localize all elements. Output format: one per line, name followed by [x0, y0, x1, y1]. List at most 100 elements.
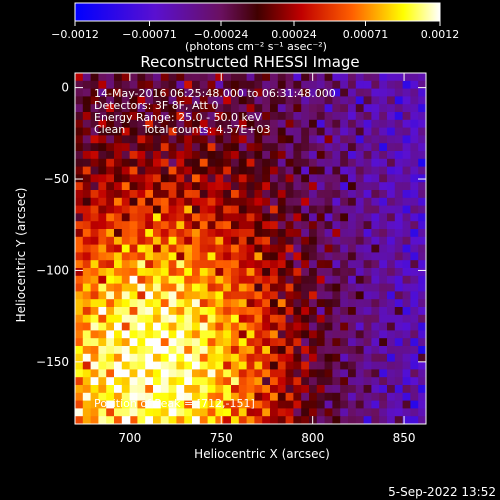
heatmap-cell — [285, 174, 294, 183]
heatmap-cell — [192, 338, 201, 347]
heatmap-cell — [75, 151, 84, 160]
heatmap-cell — [394, 322, 403, 331]
heatmap-cell — [199, 236, 208, 245]
heatmap-cell — [309, 104, 318, 113]
heatmap-cell — [192, 260, 201, 269]
heatmap-cell — [387, 96, 396, 105]
heatmap-cell — [277, 392, 286, 401]
heatmap-cell — [106, 190, 115, 199]
heatmap-cell — [98, 244, 107, 253]
heatmap-cell — [355, 197, 364, 206]
heatmap-cell — [137, 221, 146, 230]
heatmap-cell — [340, 307, 349, 316]
heatmap-cell — [285, 73, 294, 82]
heatmap-cell — [90, 182, 99, 191]
heatmap-cell — [137, 416, 146, 424]
heatmap-cell — [231, 330, 240, 339]
heatmap-cell — [270, 182, 279, 191]
heatmap-cell — [348, 88, 357, 97]
heatmap-cell — [270, 135, 279, 144]
heatmap-cell — [316, 314, 325, 323]
heatmap-cell — [301, 236, 310, 245]
heatmap-cell — [277, 268, 286, 277]
heatmap-cell — [137, 392, 146, 401]
heatmap-cell — [160, 73, 169, 82]
heatmap-cell — [184, 252, 193, 261]
heatmap-cell — [332, 221, 341, 230]
heatmap-cell — [121, 229, 130, 238]
heatmap-cell — [371, 322, 380, 331]
heatmap-cell — [301, 174, 310, 183]
heatmap-cell — [106, 205, 115, 214]
heatmap-cell — [207, 252, 216, 261]
heatmap-cell — [168, 369, 177, 378]
heatmap-cell — [75, 73, 84, 82]
heatmap-cell — [410, 158, 419, 167]
heatmap-cell — [160, 385, 169, 394]
heatmap-cell — [98, 73, 107, 82]
heatmap-cell — [145, 252, 154, 261]
heatmap-cell — [262, 361, 271, 370]
heatmap-cell — [153, 283, 162, 292]
heatmap-cell — [309, 182, 318, 191]
heatmap-cell — [371, 283, 380, 292]
heatmap-cell — [262, 182, 271, 191]
heatmap-cell — [394, 135, 403, 144]
heatmap-cell — [379, 307, 388, 316]
heatmap-cell — [270, 197, 279, 206]
heatmap-cell — [90, 88, 99, 97]
heatmap-cell — [238, 244, 247, 253]
heatmap-cell — [129, 361, 138, 370]
heatmap-cell — [394, 377, 403, 386]
heatmap-cell — [207, 314, 216, 323]
heatmap-cell — [98, 252, 107, 261]
heatmap-cell — [363, 244, 372, 253]
heatmap-cell — [355, 361, 364, 370]
heatmap-cell — [121, 244, 130, 253]
heatmap-cell — [215, 377, 224, 386]
heatmap-cell — [316, 80, 325, 89]
heatmap-cell — [238, 127, 247, 136]
heatmap-cell — [90, 369, 99, 378]
heatmap-cell — [379, 330, 388, 339]
heatmap-cell — [387, 330, 396, 339]
heatmap-cell — [270, 205, 279, 214]
heatmap-cell — [90, 408, 99, 417]
heatmap-cell — [402, 221, 411, 230]
heatmap-cell — [114, 151, 123, 160]
heatmap-cell — [246, 392, 255, 401]
heatmap-cell — [207, 112, 216, 121]
heatmap-cell — [270, 400, 279, 409]
heatmap-cell — [215, 353, 224, 362]
heatmap-cell — [363, 158, 372, 167]
heatmap-cell — [371, 205, 380, 214]
heatmap-cell — [301, 151, 310, 160]
heatmap-cell — [324, 314, 333, 323]
heatmap-cell — [332, 151, 341, 160]
heatmap-cell — [402, 190, 411, 199]
heatmap-cell — [145, 236, 154, 245]
heatmap-cell — [145, 104, 154, 113]
heatmap-cell — [324, 88, 333, 97]
heatmap-cell — [82, 190, 91, 199]
heatmap-cell — [106, 268, 115, 277]
x-tick-label: 850 — [393, 431, 416, 445]
heatmap-cell — [402, 260, 411, 269]
heatmap-cell — [355, 338, 364, 347]
heatmap-cell — [223, 127, 232, 136]
heatmap-cell — [262, 392, 271, 401]
heatmap-cell — [340, 213, 349, 222]
heatmap-cell — [238, 119, 247, 128]
heatmap-cell — [309, 385, 318, 394]
heatmap-cell — [75, 80, 84, 89]
heatmap-cell — [418, 361, 426, 370]
heatmap-cell — [262, 151, 271, 160]
heatmap-cell — [223, 260, 232, 269]
heatmap-cell — [270, 73, 279, 82]
heatmap-cell — [324, 205, 333, 214]
heatmap-cell — [371, 244, 380, 253]
heatmap-cell — [402, 361, 411, 370]
heatmap-cell — [340, 205, 349, 214]
heatmap-cell — [293, 416, 302, 424]
heatmap-cell — [129, 252, 138, 261]
